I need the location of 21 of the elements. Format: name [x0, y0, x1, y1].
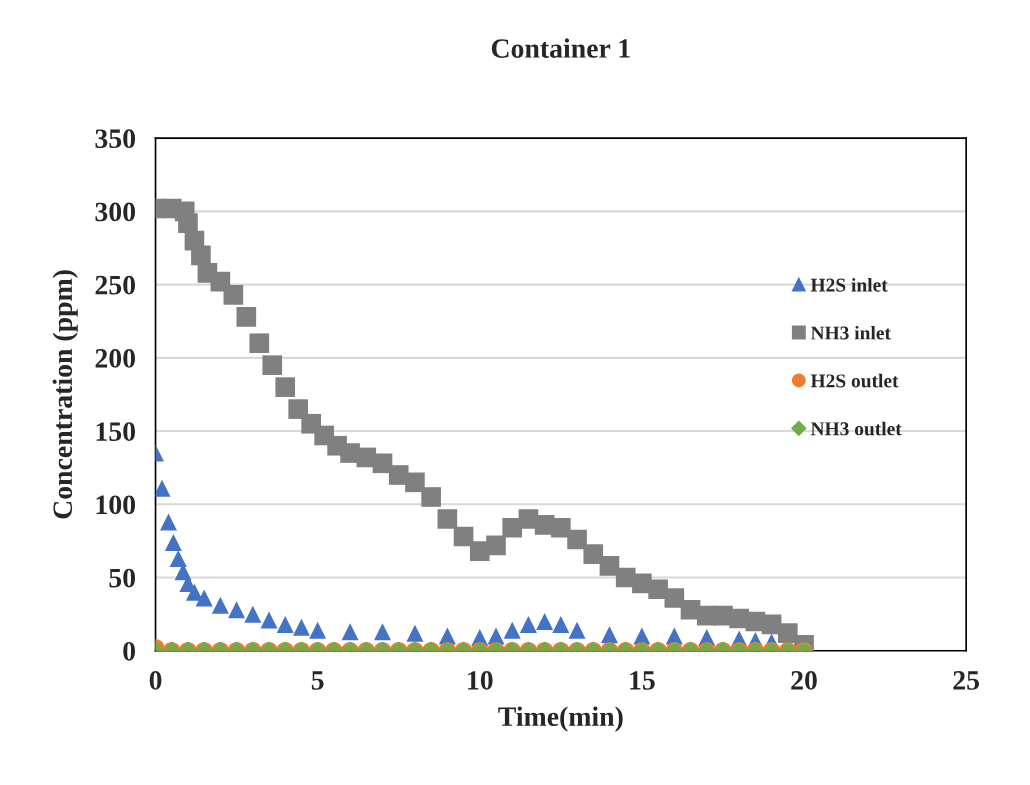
- legend-label: NH3 outlet: [810, 421, 902, 436]
- y-tick-label: 50: [109, 568, 136, 588]
- x-tick-label: 0: [149, 671, 162, 690]
- x-tick-label: 10: [468, 671, 493, 690]
- y-tick-label: 100: [96, 495, 136, 515]
- x-tick-label: 25: [953, 671, 980, 690]
- y-tick-label: 150: [96, 422, 136, 441]
- legend-label: NH3 inlet: [810, 325, 891, 340]
- x-tick-label: 15: [630, 671, 655, 690]
- legend-label: H2S outlet: [810, 373, 899, 388]
- y-tick-label: 200: [95, 349, 136, 368]
- chart-title: Container 1: [491, 38, 630, 58]
- y-tick-label: 300: [95, 202, 136, 222]
- x-axis-title: Time(min): [498, 706, 623, 732]
- x-tick-label: 20: [791, 671, 817, 690]
- x-tick-label: 5: [311, 671, 324, 690]
- y-tick-label: 0: [123, 641, 136, 661]
- legend-label: H2S inlet: [810, 277, 888, 292]
- y-tick-label: 250: [95, 275, 136, 295]
- y-tick-label: 350: [95, 129, 136, 149]
- y-axis-title: Concentration (ppm): [52, 270, 78, 519]
